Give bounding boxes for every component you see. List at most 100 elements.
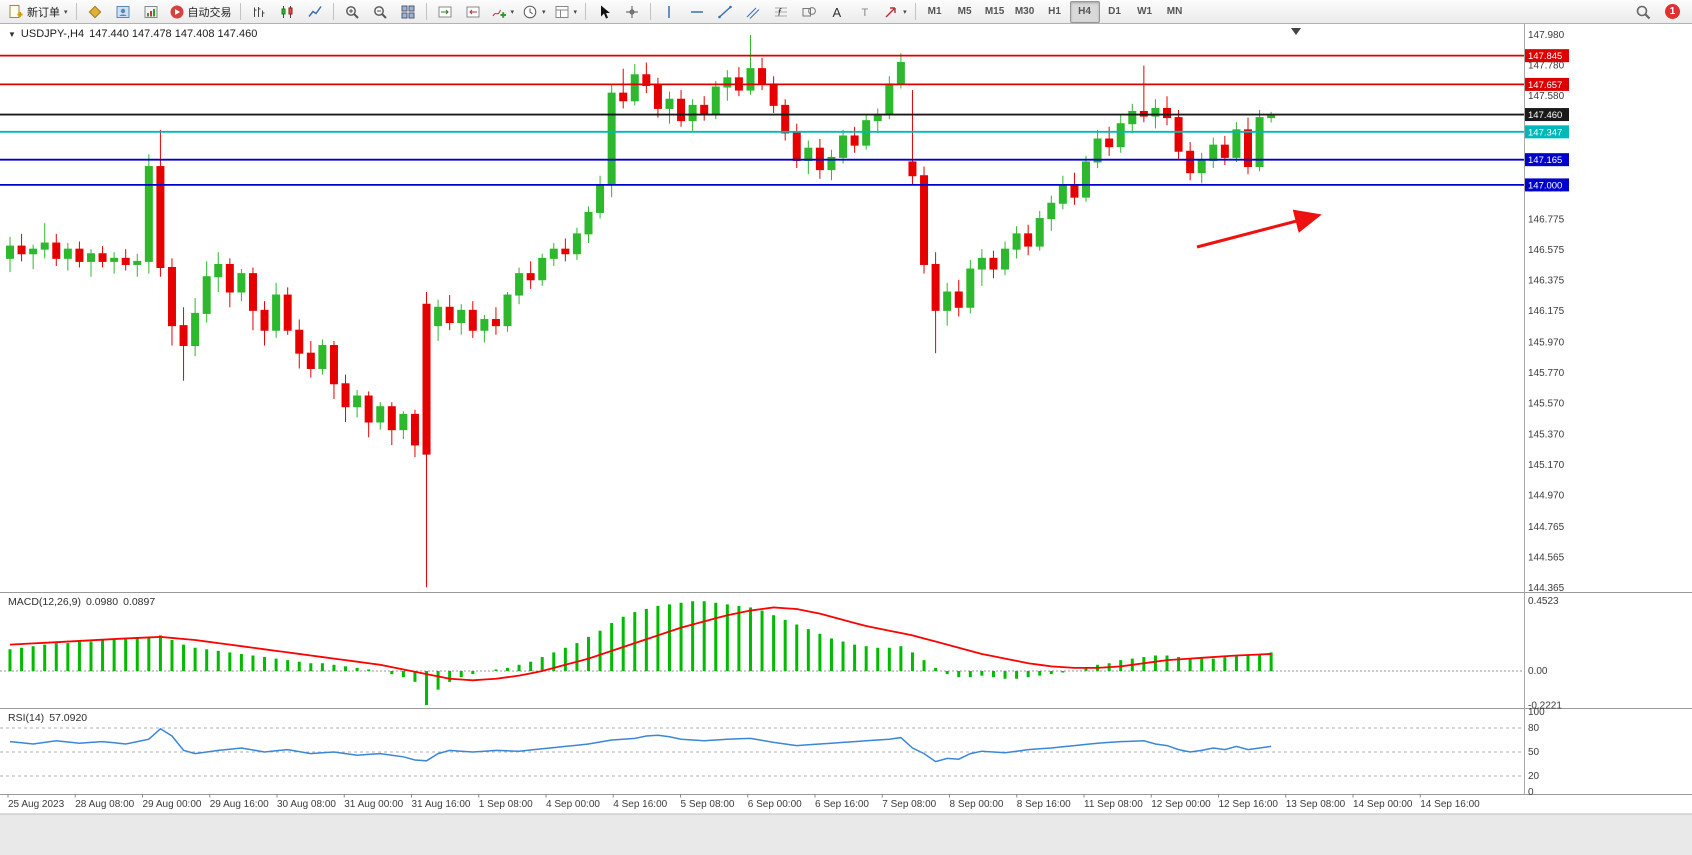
candle-body — [248, 273, 257, 311]
cursor-icon — [596, 4, 612, 20]
equidistant-channel-button[interactable] — [739, 1, 767, 23]
timeframe-m15-button[interactable]: M15 — [984, 6, 1005, 17]
candle-body — [688, 104, 697, 122]
macd-panel-label: MACD(12,26,9) 0.0980 0.0897 — [8, 596, 155, 608]
new-order-label: 新订单 — [27, 6, 60, 19]
candle-body — [329, 345, 338, 385]
bar-chart-button[interactable] — [245, 1, 273, 23]
timeframe-mn-button[interactable]: MN — [1166, 6, 1183, 17]
candle-body — [1255, 117, 1264, 168]
trend-arrow-annotation[interactable] — [1196, 209, 1322, 249]
templates-dropdown-icon[interactable]: ▾ — [573, 8, 578, 16]
candle-body — [434, 306, 443, 327]
timeframe-m5-button[interactable]: M5 — [957, 6, 972, 17]
svg-text:144.365: 144.365 — [1528, 583, 1565, 594]
indicators-button[interactable]: ▾ — [487, 1, 519, 23]
macd-histogram — [8, 601, 1273, 706]
svg-text:6 Sep 16:00: 6 Sep 16:00 — [815, 799, 869, 810]
candle-body — [723, 77, 732, 88]
quotes-button[interactable] — [81, 1, 109, 23]
candlestick-chart-button[interactable] — [273, 1, 301, 23]
line-chart-button[interactable] — [301, 1, 329, 23]
timeframe-d1-button[interactable]: D1 — [1108, 6, 1121, 17]
horizontal-line-button[interactable] — [683, 1, 711, 23]
indicators-dropdown-icon[interactable]: ▾ — [510, 8, 515, 16]
autotrading-label: 自动交易 — [187, 6, 232, 19]
candle-body — [283, 294, 292, 331]
auto-scroll-button[interactable] — [431, 1, 459, 23]
macd-value-1: 0.0980 — [85, 596, 119, 608]
new-order-icon — [8, 4, 24, 20]
candle-body — [1105, 138, 1114, 148]
shapes-button[interactable] — [795, 1, 823, 23]
timeframe-h4-button[interactable]: H4 — [1069, 0, 1100, 23]
price-badge: 147.347 — [1525, 125, 1569, 139]
timeframe-w1-button[interactable]: W1 — [1137, 6, 1153, 17]
trendline-button[interactable] — [711, 1, 739, 23]
candle-body — [1151, 107, 1160, 117]
quotes-icon — [87, 4, 103, 20]
timeframe-h1-button[interactable]: H1 — [1048, 6, 1061, 17]
vertical-line-button[interactable] — [655, 1, 683, 23]
candle-body — [804, 147, 813, 161]
candle-body — [561, 248, 570, 255]
candle-body — [1209, 144, 1218, 161]
periods-dropdown-icon[interactable]: ▾ — [542, 8, 546, 16]
arrow-tools-dropdown-icon[interactable]: ▾ — [903, 8, 907, 16]
search-button[interactable] — [1629, 1, 1657, 23]
svg-text:0.4523: 0.4523 — [1528, 596, 1559, 607]
indicators-icon — [491, 4, 507, 20]
notification-badge[interactable]: 1 — [1665, 4, 1680, 19]
svg-text:28 Aug 08:00: 28 Aug 08:00 — [75, 799, 134, 810]
profile-button[interactable] — [109, 1, 137, 23]
candle-body — [1220, 144, 1229, 158]
candle-body — [410, 413, 419, 446]
svg-text:147.000: 147.000 — [1528, 180, 1562, 191]
candle-body — [387, 406, 396, 431]
candle-body — [422, 303, 431, 455]
chart-shift-button[interactable] — [459, 1, 487, 23]
macd-signal-line — [9, 606, 1272, 682]
svg-text:146.775: 146.775 — [1528, 214, 1565, 225]
timeframe-m1-button[interactable]: M1 — [927, 6, 942, 17]
text-label-button[interactable]: T — [851, 1, 879, 23]
svg-text:144.565: 144.565 — [1528, 552, 1565, 563]
zoom-out-button[interactable] — [366, 1, 394, 23]
fibonacci-button[interactable]: f — [767, 1, 795, 23]
new-order-button[interactable]: 新订单 ▾ — [4, 1, 72, 23]
candle-body — [989, 257, 998, 270]
rsi-name: RSI(14) — [8, 712, 45, 724]
candle-body — [1116, 123, 1125, 148]
timeframe-m30-button[interactable]: M30 — [1014, 6, 1035, 17]
toolbar-separator — [239, 3, 241, 20]
tile-windows-button[interactable] — [394, 1, 422, 23]
trendline-icon — [717, 4, 733, 20]
candle-body — [179, 325, 188, 347]
candle-body — [1058, 184, 1067, 204]
candle-body — [908, 161, 917, 177]
templates-button[interactable]: ▾ — [550, 1, 582, 23]
zoom-in-button[interactable] — [338, 1, 366, 23]
autotrading-button[interactable]: 自动交易 — [165, 1, 236, 23]
svg-text:12 Sep 16:00: 12 Sep 16:00 — [1219, 799, 1279, 810]
text-button[interactable]: A — [823, 1, 851, 23]
crosshair-button[interactable] — [618, 1, 646, 23]
arrow-tools-button[interactable]: ▾ — [879, 1, 911, 23]
periods-button[interactable]: ▾ — [518, 1, 550, 23]
candle-body — [769, 83, 778, 106]
terminal-button[interactable] — [137, 1, 165, 23]
fibo-icon: f — [773, 4, 789, 20]
svg-text:14 Sep 00:00: 14 Sep 00:00 — [1353, 799, 1413, 810]
svg-text:147.657: 147.657 — [1528, 80, 1562, 91]
candle-body — [237, 273, 246, 293]
candle-body — [445, 306, 454, 324]
ohlc-collapse-icon[interactable]: ▼ — [8, 29, 16, 39]
new-order-dropdown-icon[interactable]: ▾ — [64, 8, 68, 16]
cursor-button[interactable] — [590, 1, 618, 23]
svg-text:100: 100 — [1528, 707, 1545, 718]
svg-text:146.575: 146.575 — [1528, 245, 1565, 256]
zoom-in-icon — [344, 4, 360, 20]
chart-shift-marker[interactable] — [1291, 28, 1301, 35]
candle-body — [966, 268, 975, 308]
